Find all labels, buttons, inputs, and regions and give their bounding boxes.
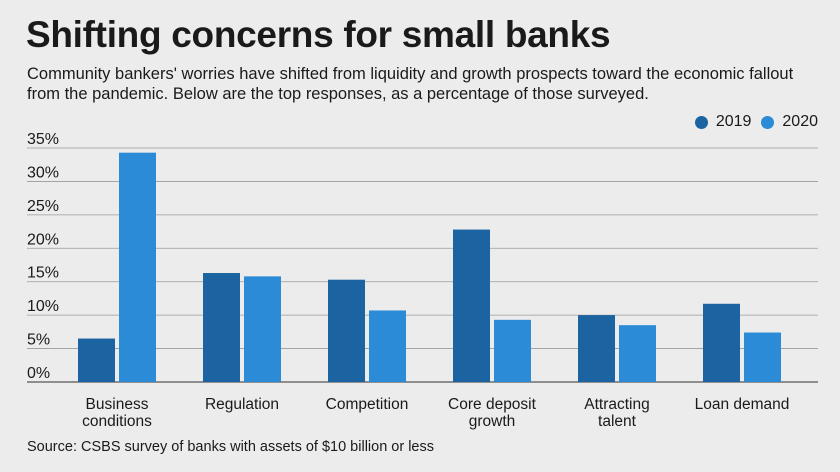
y-tick-label: 15% — [27, 265, 59, 282]
x-axis-labels: Business conditions Regulation Competition C… — [82, 396, 789, 430]
y-tick-label: 20% — [27, 231, 59, 248]
y-tick-label: 10% — [27, 298, 59, 315]
y-tick-label: 30% — [27, 164, 59, 181]
x-tick-label: Business conditions — [82, 396, 152, 430]
legend-label-2020: 2020 — [782, 113, 818, 130]
x-tick-label: Regulation — [205, 396, 279, 413]
bar-2020 — [744, 332, 781, 382]
y-tick-label: 5% — [27, 332, 50, 349]
chart-title: Shifting concerns for small banks — [26, 14, 611, 55]
x-tick-label: Loan demand — [695, 396, 790, 413]
x-tick-label: Competition — [326, 396, 409, 413]
x-tick-label: Core deposit growth — [448, 396, 537, 430]
legend-swatch-2020 — [761, 115, 775, 129]
x-tick-label: Attracting talent — [584, 396, 649, 430]
bar-2020 — [244, 276, 281, 382]
legend-label-2019: 2019 — [715, 113, 752, 130]
y-tick-label: 25% — [27, 198, 59, 215]
y-tick-label: 0% — [27, 365, 50, 382]
bar-2020 — [119, 152, 156, 382]
bar-2019 — [578, 315, 615, 382]
y-tick-label: 35% — [27, 131, 59, 148]
legend-item-2020: 2020 — [761, 113, 818, 131]
bar-2020 — [619, 325, 656, 382]
legend-item-2019: 2019 — [694, 113, 752, 131]
bars — [78, 152, 781, 382]
y-axis-ticks: 0% 5% 10% 15% 20% 25% 30% 35% — [27, 131, 59, 382]
bar-2019 — [703, 303, 740, 382]
bar-2019 — [203, 273, 240, 382]
bar-2019 — [453, 229, 490, 382]
bar-2019 — [328, 279, 365, 382]
bar-2020 — [369, 310, 406, 382]
source-note: Source: CSBS survey of banks with assets… — [27, 439, 434, 455]
bar-2019 — [78, 338, 115, 382]
bar-2020 — [494, 319, 531, 382]
legend-swatch-2019 — [694, 115, 708, 129]
legend: 2019 2020 — [694, 113, 818, 131]
chart-subtitle: Community bankers' worries have shifted … — [27, 65, 794, 103]
gridlines — [27, 147, 818, 383]
